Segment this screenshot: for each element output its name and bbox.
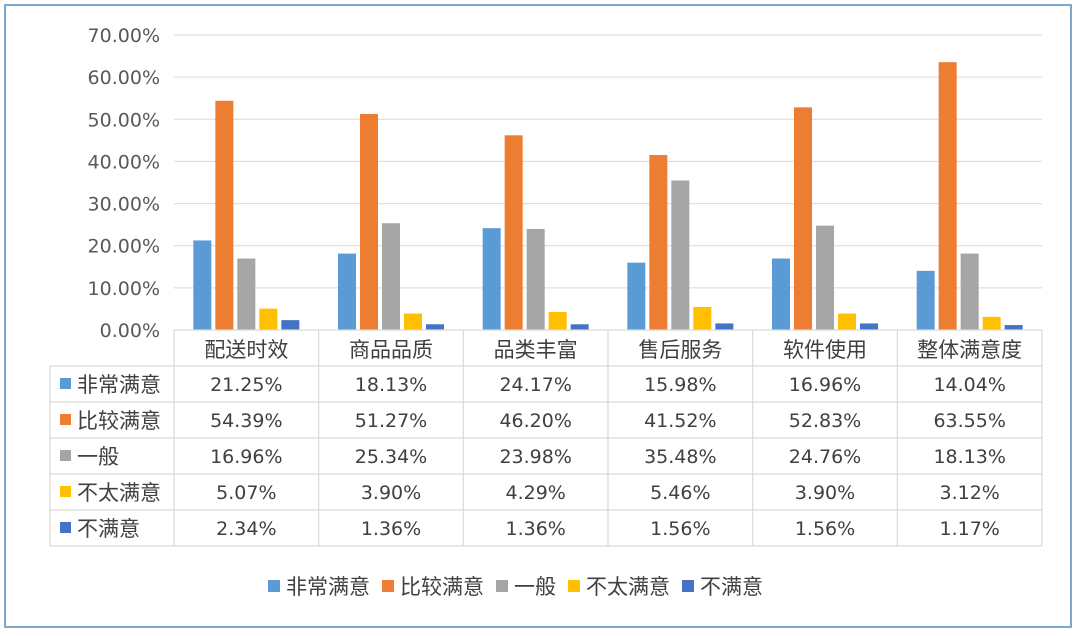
bar: [504, 135, 523, 330]
bar: [482, 228, 501, 330]
bar: [715, 323, 734, 330]
bar-chart: 0.00% 10.00% 20.00% 30.00% 40.00% 50.00% 60.00…: [49, 25, 1043, 599]
bar: [938, 62, 957, 331]
bar: [693, 306, 712, 330]
data-label: 18.13%: [355, 374, 427, 396]
bar: [360, 113, 378, 331]
category-label: 整体满意度: [917, 338, 1022, 362]
bar: [570, 324, 589, 330]
y-tick-label: 0.00%: [100, 320, 160, 342]
data-label: 1.56%: [795, 518, 855, 540]
bar: [860, 323, 878, 330]
bar: [259, 308, 278, 330]
bar: [193, 240, 212, 330]
data-label: 35.48%: [644, 446, 716, 468]
bar: [215, 100, 234, 330]
bar: [671, 180, 690, 330]
row-legend-key: [60, 450, 71, 461]
data-label: 25.34%: [355, 446, 427, 468]
bar: [794, 107, 812, 330]
bar: [816, 225, 834, 330]
data-label: 3.90%: [795, 482, 855, 504]
data-label: 5.46%: [650, 482, 710, 504]
legend-key: [682, 580, 694, 592]
bar: [382, 223, 400, 330]
data-label: 15.98%: [644, 374, 716, 396]
data-label: 16.96%: [210, 446, 282, 468]
data-label: 24.17%: [499, 374, 571, 396]
data-label: 14.04%: [933, 374, 1005, 396]
data-label: 1.17%: [939, 518, 999, 540]
row-label: 比较满意: [77, 409, 161, 433]
data-label: 3.90%: [361, 482, 421, 504]
category-label: 软件使用: [783, 338, 867, 362]
legend-key: [496, 580, 508, 592]
bar: [281, 320, 300, 330]
chart-frame: 0.00% 10.00% 20.00% 30.00% 40.00% 50.00% 60.00…: [4, 4, 1072, 628]
bar: [838, 313, 856, 330]
row-legend-key: [60, 378, 71, 389]
row-label: 非常满意: [77, 373, 161, 397]
bar: [548, 311, 567, 330]
data-label: 1.36%: [361, 518, 421, 540]
bar: [982, 316, 1001, 330]
data-label: 18.13%: [933, 446, 1005, 468]
data-label: 41.52%: [644, 410, 716, 432]
y-tick-label: 20.00%: [88, 236, 160, 258]
row-legend-key: [60, 414, 71, 425]
data-label: 16.96%: [789, 374, 861, 396]
data-label: 4.29%: [505, 482, 565, 504]
legend-key: [568, 580, 580, 592]
legend-key: [268, 580, 280, 592]
legend-label: 不满意: [700, 575, 763, 599]
data-label: 21.25%: [210, 374, 282, 396]
data-label: 24.76%: [789, 446, 861, 468]
data-label: 54.39%: [210, 410, 282, 432]
data-label: 23.98%: [499, 446, 571, 468]
y-tick-label: 50.00%: [88, 109, 160, 131]
bar: [916, 270, 935, 330]
row-legend-key: [60, 522, 71, 533]
category-label: 配送时效: [204, 338, 288, 362]
data-label: 1.56%: [650, 518, 710, 540]
bar: [627, 262, 646, 330]
legend-label: 不太满意: [586, 575, 670, 599]
data-label: 46.20%: [499, 410, 571, 432]
data-label: 51.27%: [355, 410, 427, 432]
data-label: 2.34%: [216, 518, 276, 540]
data-label: 52.83%: [789, 410, 861, 432]
category-label: 商品品质: [349, 338, 433, 362]
bar: [338, 253, 356, 330]
legend-label: 比较满意: [400, 575, 484, 599]
legend-label: 一般: [514, 575, 556, 599]
bar: [404, 313, 422, 330]
y-tick-label: 10.00%: [88, 278, 160, 300]
bar: [772, 258, 790, 330]
bar: [526, 228, 545, 330]
bar: [426, 324, 444, 330]
row-label: 不满意: [77, 517, 140, 541]
category-label: 品类丰富: [494, 338, 578, 362]
data-label: 3.12%: [939, 482, 999, 504]
bar: [237, 258, 256, 330]
data-label: 63.55%: [933, 410, 1005, 432]
y-tick-label: 70.00%: [88, 25, 160, 47]
row-label: 不太满意: [77, 481, 161, 505]
data-label: 5.07%: [216, 482, 276, 504]
row-label: 一般: [77, 445, 119, 469]
legend-key: [382, 580, 394, 592]
bar: [960, 253, 979, 330]
bar: [649, 155, 668, 330]
y-tick-label: 40.00%: [88, 151, 160, 173]
y-tick-label: 60.00%: [88, 67, 160, 89]
legend-label: 非常满意: [286, 575, 370, 599]
category-label: 售后服务: [638, 338, 722, 362]
data-label: 1.36%: [505, 518, 565, 540]
bar: [1004, 325, 1023, 330]
row-legend-key: [60, 486, 71, 497]
y-tick-label: 30.00%: [88, 194, 160, 216]
